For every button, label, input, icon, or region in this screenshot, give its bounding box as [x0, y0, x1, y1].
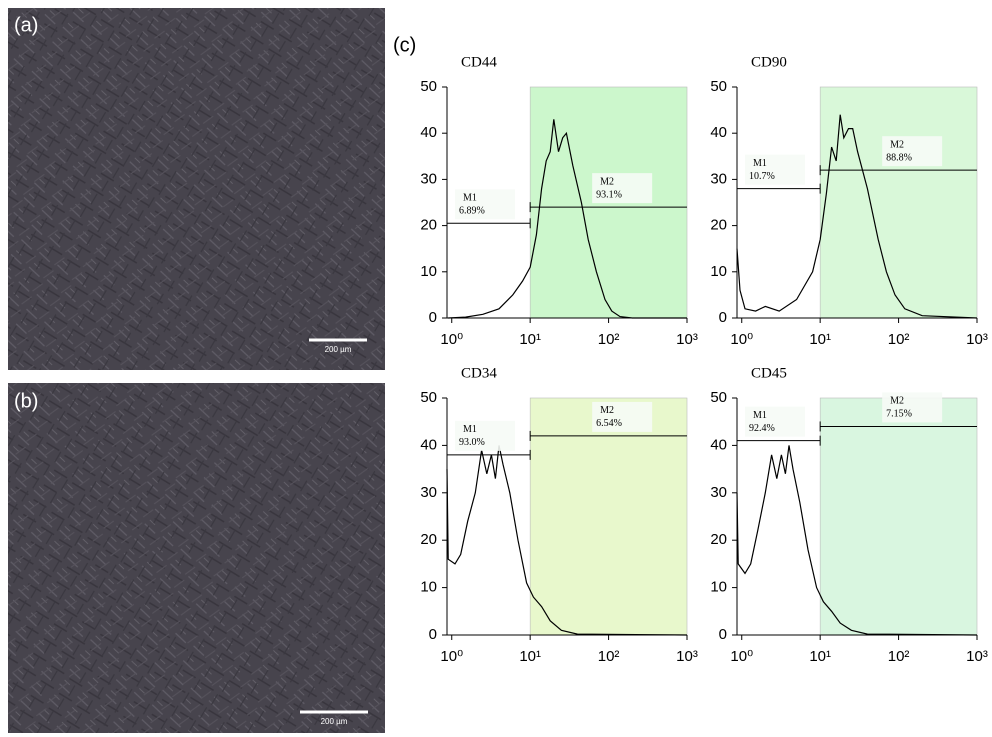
gate-shade: [529, 397, 688, 636]
x-tick-label: 10⁰: [730, 331, 753, 348]
chart-title: CD44: [461, 54, 497, 70]
x-tick-label: 10¹: [809, 648, 831, 665]
x-tick-label: 10⁰: [730, 648, 753, 665]
histograms: CD44 0 10 20 30 40 50 10⁰ 10¹ 10² 10³ M1 6.89% M2 93.1…: [420, 54, 988, 665]
y-tick-label: 0: [719, 309, 727, 326]
y-tick-label: 30: [420, 484, 437, 501]
gate-label-box: [882, 136, 943, 167]
x-tick-label: 10¹: [809, 331, 831, 348]
x-tick-label: 10¹: [519, 648, 541, 665]
gate-percent: 6.54%: [596, 418, 622, 429]
panel-label: (c): [393, 34, 416, 56]
gate-shade: [819, 397, 978, 636]
gate-name: M1: [463, 193, 477, 204]
gate-label-box: [592, 401, 653, 432]
gate-percent: 93.0%: [459, 437, 485, 448]
x-tick-label: 10⁰: [440, 648, 463, 665]
gate-name: M1: [753, 158, 767, 169]
x-tick-label: 10²: [598, 331, 620, 348]
gate-name: M2: [890, 396, 904, 407]
micrograph-a: (a) 200 µm: [8, 8, 385, 370]
gate-name: M2: [890, 139, 904, 150]
y-tick-label: 30: [710, 170, 727, 187]
y-tick-label: 10: [420, 263, 437, 280]
y-tick-label: 50: [710, 78, 727, 95]
histogram-line: [736, 445, 978, 636]
x-tick-label: 10²: [888, 331, 910, 348]
panel-label: (a): [14, 14, 38, 36]
y-tick-label: 50: [420, 389, 437, 406]
y-tick-label: 0: [429, 309, 437, 326]
y-tick-label: 20: [420, 531, 437, 548]
chart-title: CD90: [751, 54, 787, 70]
gate-label-box: [455, 189, 515, 220]
micrograph-b: (b) 200 µm: [8, 383, 385, 733]
gate-percent: 93.1%: [596, 189, 622, 200]
y-tick-label: 30: [420, 170, 437, 187]
gate-percent: 6.89%: [459, 206, 485, 217]
histogram-line: [736, 114, 978, 319]
y-tick-label: 0: [719, 626, 727, 643]
gate-label-box: [455, 420, 515, 451]
gate-name: M1: [753, 410, 767, 421]
histogram: CD90 0 10 20 30 40 50 10⁰ 10¹ 10² 10³ M1 10.7% M2 88.8…: [710, 54, 988, 348]
x-tick-label: 10⁰: [440, 331, 463, 348]
gate-label-box: [592, 173, 653, 204]
y-tick-label: 20: [710, 217, 727, 234]
x-tick-label: 10¹: [519, 331, 541, 348]
gate-name: M1: [463, 424, 477, 435]
gate-label-box: [745, 154, 805, 185]
gate-label-box: [745, 406, 805, 437]
chart-title: CD45: [751, 365, 787, 381]
y-tick-label: 40: [710, 436, 727, 453]
x-tick-label: 10²: [888, 648, 910, 665]
x-tick-label: 10³: [676, 331, 698, 348]
y-tick-label: 40: [420, 436, 437, 453]
gate-name: M2: [600, 405, 614, 416]
y-tick-label: 40: [420, 124, 437, 141]
y-tick-label: 20: [420, 217, 437, 234]
x-tick-label: 10³: [676, 648, 698, 665]
y-tick-label: 10: [710, 579, 727, 596]
x-tick-label: 10³: [966, 331, 988, 348]
histogram: CD34 0 10 20 30 40 50 10⁰ 10¹ 10² 10³ M1 93.0% M2 6.54…: [420, 365, 698, 665]
panel-label: (b): [14, 390, 38, 412]
y-tick-label: 30: [710, 484, 727, 501]
gate-percent: 88.8%: [886, 152, 912, 163]
gate-shade: [819, 86, 978, 319]
y-tick-label: 40: [710, 124, 727, 141]
y-tick-label: 0: [429, 626, 437, 643]
y-tick-label: 10: [420, 579, 437, 596]
scale-bar-label: 200 µm: [321, 717, 348, 726]
scale-bar-label: 200 µm: [325, 345, 352, 354]
gate-percent: 7.15%: [886, 409, 912, 420]
gate-label-box: [882, 392, 943, 423]
gate-name: M2: [600, 176, 614, 187]
gate-percent: 92.4%: [749, 423, 775, 434]
x-tick-label: 10²: [598, 648, 620, 665]
histogram-line: [448, 119, 687, 319]
gate-percent: 10.7%: [749, 171, 775, 182]
histogram: CD45 0 10 20 30 40 50 10⁰ 10¹ 10² 10³ M1 92.4% M2 7.15…: [710, 365, 988, 665]
histogram: CD44 0 10 20 30 40 50 10⁰ 10¹ 10² 10³ M1 6.89% M2 93.1…: [420, 54, 698, 348]
chart-title: CD34: [461, 365, 497, 381]
y-tick-label: 10: [710, 263, 727, 280]
y-tick-label: 20: [710, 531, 727, 548]
y-tick-label: 50: [420, 78, 437, 95]
y-tick-label: 50: [710, 389, 727, 406]
x-tick-label: 10³: [966, 648, 988, 665]
